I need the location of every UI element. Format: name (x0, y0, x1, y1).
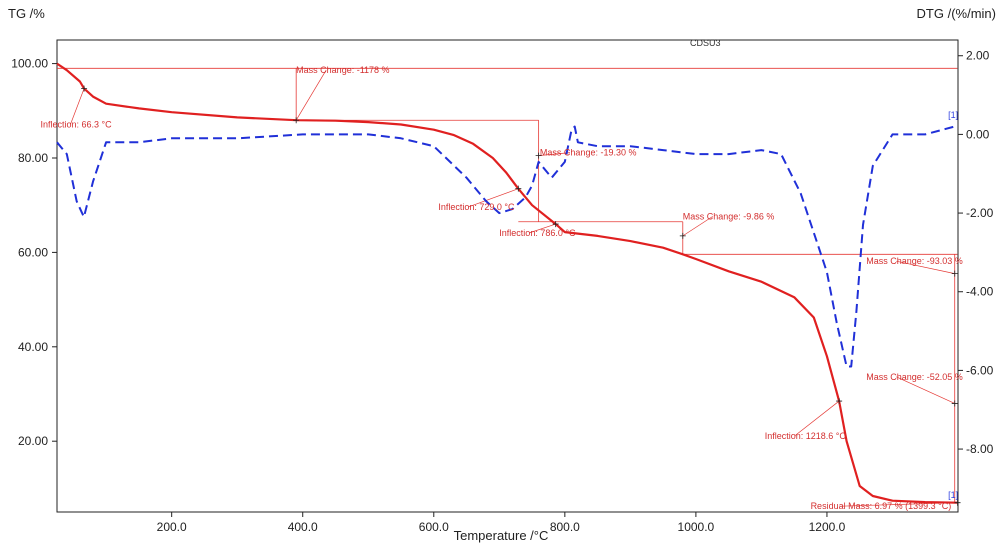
left-tick-label: 100.00 (11, 57, 48, 71)
annotation-leader (794, 400, 840, 437)
annotation-point-marker (515, 185, 522, 192)
annotation-label: Inflection: 729.0 °C (438, 202, 515, 212)
plot-frame (56, 39, 959, 513)
annotation-label: Inflection: 1218.6 °C (765, 431, 847, 441)
left-tick-label: 60.00 (18, 245, 48, 259)
annotation-leader (468, 188, 519, 208)
x-tick-label: 1200.0 (809, 520, 846, 534)
axes-frame (52, 39, 963, 517)
right-tick-label: -8.00 (966, 442, 994, 456)
right-tick-label: -4.00 (966, 285, 994, 299)
x-tick-label: 200.0 (157, 520, 187, 534)
tg-curve (56, 62, 958, 504)
annotation-point-marker (951, 270, 958, 277)
x-tick-label: 600.0 (419, 520, 449, 534)
right-tick-label: -6.00 (966, 363, 994, 377)
annotation-point-marker (679, 232, 686, 239)
annotation-point-marker (81, 85, 88, 92)
annotation-label: Mass Change: -9.86 % (683, 211, 775, 221)
annotation-point-marker (951, 400, 958, 407)
annotation-leader (529, 223, 556, 234)
annotation-point-marker (293, 117, 300, 124)
annotation-leader (896, 376, 955, 404)
left-axis-label: TG /% (8, 6, 45, 21)
annotation-label: Mass Change: -52.05 % (866, 372, 963, 382)
annotation-label: Mass Change: -19.30 % (540, 148, 637, 158)
annotation-leader (896, 260, 955, 274)
x-tick-label: 800.0 (550, 520, 580, 534)
annotation-label: Residual Mass: 6.97 % (1399.3 °C) (811, 501, 952, 511)
annotation-leader (295, 69, 327, 121)
series-group (56, 62, 958, 504)
tick-labels: 200.0 400.0 600.0 800.0 1000.0 1200.0 100.00 80… (11, 49, 993, 534)
annotation-point-marker (836, 398, 843, 405)
right-tick-label: 0.00 (966, 127, 990, 141)
annotation-label: Mass Change: -93.03 % (866, 256, 963, 266)
annotation-label: Inflection: 786.0 °C (499, 228, 576, 238)
left-tick-label: 20.00 (18, 434, 48, 448)
chart-title: CDSU3 (690, 38, 721, 48)
curve-marker-label: [1] (948, 490, 958, 500)
annotation-point-marker (552, 221, 559, 228)
annotation-point-marker (954, 499, 961, 506)
annotation-leader (538, 152, 570, 156)
right-tick-label: 2.00 (966, 49, 990, 63)
dtg-curve (56, 125, 955, 368)
annotation-leader (682, 216, 713, 237)
annotation-label: Inflection: 66.3 °C (40, 119, 112, 129)
annotation-leader (70, 88, 85, 125)
left-tick-label: 80.00 (18, 151, 48, 165)
right-axis-label: DTG /(%/min) (916, 6, 996, 21)
curve-marker-label: [1] (948, 110, 958, 120)
annotation-point-marker (535, 152, 542, 159)
x-axis-label: Temperature /°C (453, 528, 549, 543)
x-tick-label: 1000.0 (678, 520, 715, 534)
annotation-labels: Inflection: 66.3 °C Mass Change: -1178 % I… (40, 65, 962, 511)
left-tick-label: 40.00 (18, 340, 48, 354)
x-tick-label: 400.0 (288, 520, 318, 534)
annotation-label: Mass Change: -1178 % (296, 65, 389, 75)
right-tick-label: -2.00 (966, 206, 994, 220)
